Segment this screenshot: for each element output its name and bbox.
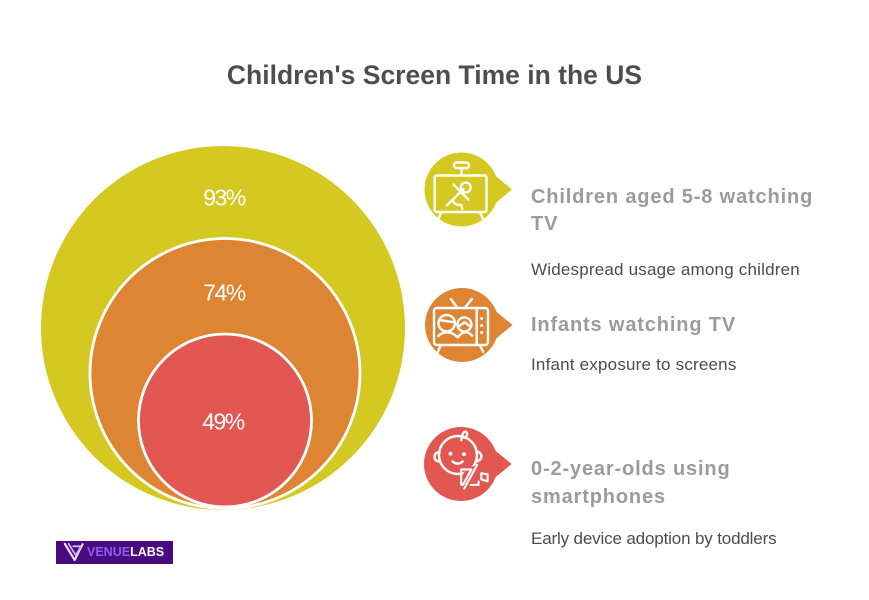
svg-text:74%: 74% [203, 280, 246, 306]
svg-text:49%: 49% [202, 409, 245, 435]
svg-text:93%: 93% [203, 185, 246, 211]
